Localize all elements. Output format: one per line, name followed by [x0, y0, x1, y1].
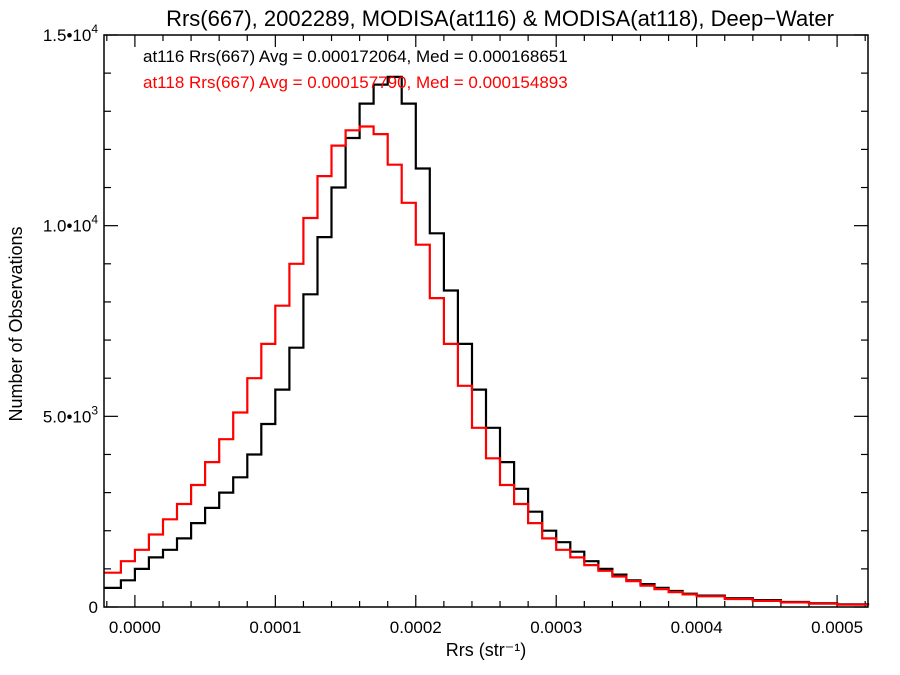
series-at116-stats: at116 Rrs(667) Avg = 0.000172064, Med = …	[143, 47, 568, 66]
plot-frame	[103, 34, 869, 608]
legend-annotations: at116 Rrs(667) Avg = 0.000172064, Med = …	[143, 47, 568, 92]
series-at116-line	[104, 75, 870, 606]
x-tick-label: 0.0002	[390, 618, 442, 637]
axes: 0.0000 0.0001 0.0002 0.0003 0.0004 0.0005 0 5.0…	[43, 22, 868, 637]
y-tick-label: 0	[89, 598, 98, 617]
x-tick-label: 0.0001	[249, 618, 301, 637]
x-tick-label: 0.0000	[109, 618, 161, 637]
x-tick-label: 0.0004	[671, 618, 723, 637]
series-at118-line	[104, 125, 870, 606]
x-tick-label: 0.0003	[530, 618, 582, 637]
series-at118-stats: at118 Rrs(667) Avg = 0.000157790, Med = …	[143, 73, 568, 92]
y-tick-label: 1.0•104	[43, 213, 99, 236]
x-axis-label: Rrs (str⁻¹)	[446, 640, 526, 660]
y-tick-label: 5.0•103	[43, 403, 99, 426]
chart-title: Rrs(667), 2002289, MODISA(at116) & MODIS…	[166, 6, 834, 31]
y-axis-label: Number of Observations	[6, 226, 26, 421]
y-tick-label: 1.5•104	[43, 22, 99, 45]
x-tick-label: 0.0005	[811, 618, 863, 637]
series-layer	[104, 75, 870, 606]
